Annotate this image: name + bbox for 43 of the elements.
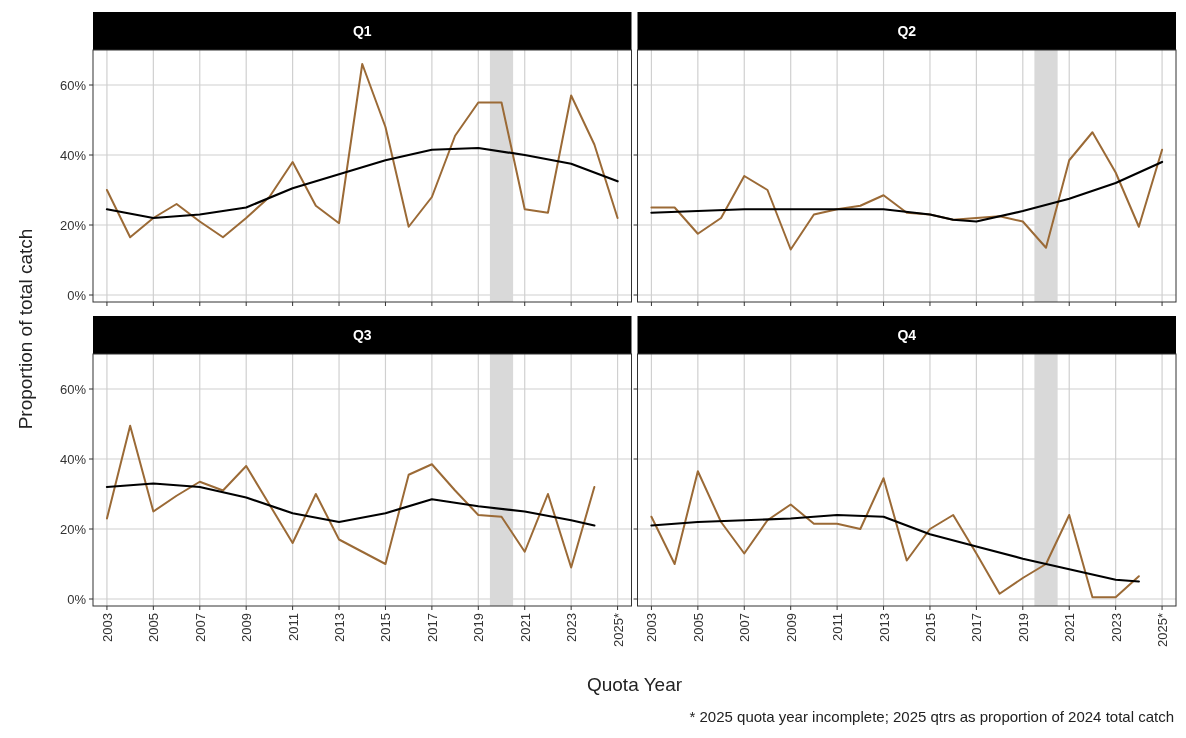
y-tick-label: 0%: [67, 288, 87, 303]
x-tick-label: 2005: [146, 613, 162, 642]
y-tick-label: 40%: [59, 148, 87, 163]
x-tick-label: 2015: [922, 613, 938, 642]
x-tick-label: 2007: [737, 613, 753, 642]
y-tick-label: 20%: [59, 522, 87, 537]
chart-title: Q3: [352, 327, 372, 343]
x-tick-label: 2011: [285, 613, 301, 641]
line-series: [105, 482, 596, 527]
text: * 2025 quota year incomplete; 2025 qtrs as proportion of 2024 total catch: [689, 708, 1174, 725]
line-series: [105, 424, 596, 569]
chart-title: Q2: [897, 23, 917, 39]
x-tick-label: 2025*: [1155, 613, 1171, 647]
x-tick-label: 2003: [99, 613, 115, 642]
y-tick-label: 0%: [67, 592, 87, 607]
x-tick-label: 2013: [332, 613, 348, 642]
x-tick-label: 2021: [517, 613, 533, 642]
x-tick-label: 2019: [471, 613, 487, 642]
x-tick-label: 2025*: [610, 613, 626, 647]
x-tick-label: 2013: [876, 613, 892, 642]
x-tick-label: 2023: [564, 613, 580, 642]
x-tick-label: 2009: [783, 613, 799, 642]
y-tick-label: 20%: [59, 218, 87, 233]
x-tick-label: 2005: [690, 613, 706, 642]
x-tick-label: 2003: [644, 613, 660, 642]
x-tick-label: 2009: [239, 613, 255, 642]
y-tick-label: 60%: [59, 78, 87, 93]
x-tick-label: 2007: [192, 613, 208, 642]
chart-title: Q4: [897, 327, 917, 343]
x-tick-label: 2019: [1015, 613, 1031, 642]
y-tick-label: 40%: [59, 452, 87, 467]
x-tick-label: 2017: [424, 613, 440, 642]
x-tick-label: 2023: [1108, 613, 1124, 642]
y-tick-label: 60%: [59, 382, 87, 397]
line-series: [105, 63, 619, 239]
x-tick-label: 2011: [830, 613, 846, 641]
x-axis-title: Quota Year: [586, 674, 683, 695]
line-series: [105, 146, 619, 220]
chart-title: Q1: [352, 23, 372, 39]
x-tick-label: 2021: [1062, 613, 1078, 642]
x-tick-label: 2015: [378, 613, 394, 642]
x-tick-label: 2017: [969, 613, 985, 642]
y-axis-title: Proportion of total catch: [15, 228, 36, 430]
